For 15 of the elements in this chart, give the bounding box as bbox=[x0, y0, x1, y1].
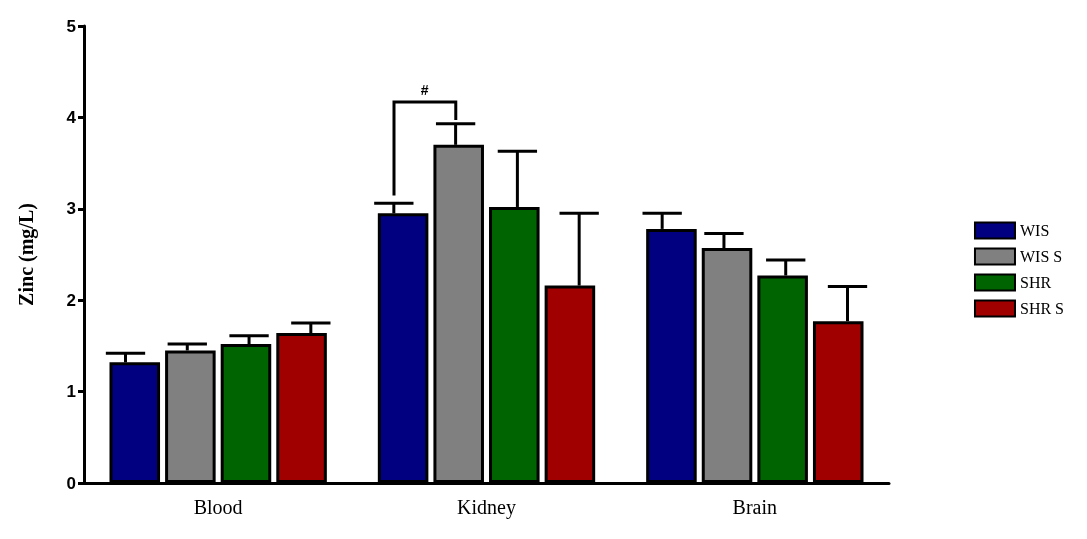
y-tick-label: 4 bbox=[66, 107, 77, 127]
y-tick-label: 3 bbox=[66, 199, 76, 219]
legend-label: WIS S bbox=[1019, 248, 1063, 265]
y-axis-title: Zinc (mg/L) bbox=[15, 203, 38, 306]
y-tick-label: 5 bbox=[66, 16, 76, 36]
y-tick-label: 2 bbox=[66, 290, 76, 310]
legend-label: SHR S bbox=[1019, 300, 1065, 317]
x-tick-label: Kidney bbox=[457, 496, 516, 519]
y-tick-label: 1 bbox=[66, 382, 76, 402]
legend-label: WIS bbox=[1019, 222, 1050, 239]
legend-label: SHR bbox=[1019, 274, 1052, 291]
x-tick-label: Blood bbox=[193, 496, 243, 518]
x-tick-label: Brain bbox=[732, 496, 778, 518]
annotation: # bbox=[419, 81, 430, 98]
y-tick-label: 0 bbox=[66, 473, 76, 493]
